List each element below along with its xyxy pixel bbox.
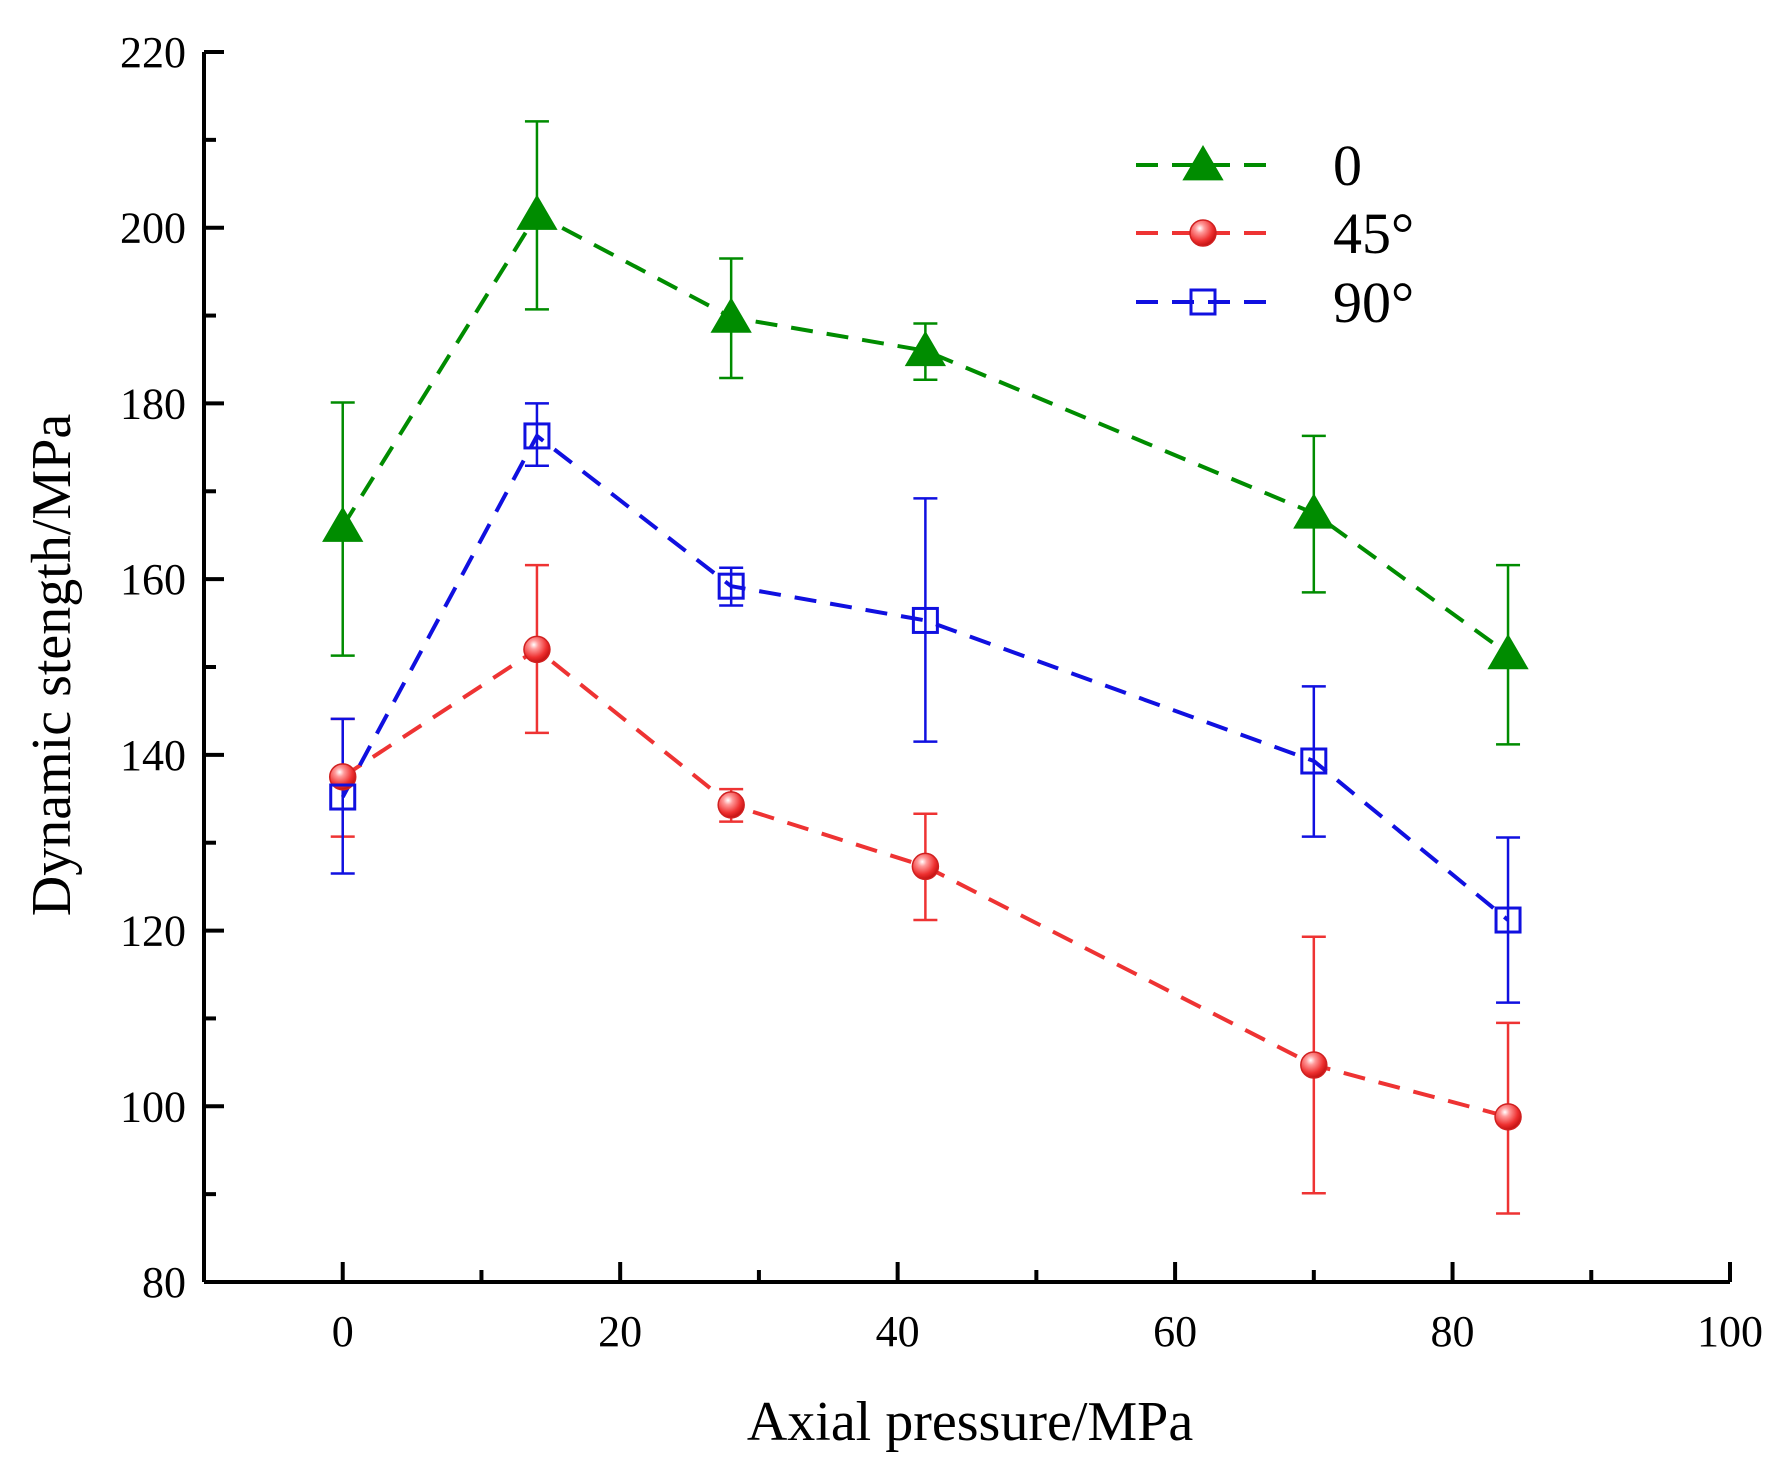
data-point [329,783,357,811]
data-point [1300,747,1328,775]
series-line [341,646,1509,1119]
y-tick-label: 80 [142,1258,186,1307]
y-tick-label: 160 [120,555,186,604]
series-line [340,432,1510,922]
data-point [1494,1103,1522,1131]
series-line [341,211,1510,656]
data-point [1487,633,1529,670]
data-point [1300,1051,1328,1079]
data-point [516,194,558,230]
markers [322,194,1529,1131]
legend-label: 45° [1333,201,1414,266]
data-point [717,791,745,819]
x-tick-label: 80 [1431,1307,1475,1356]
legend-marker [1189,219,1217,247]
y-tick-label: 220 [120,28,186,77]
legend: 045°90° [1136,133,1414,335]
y-tick-label: 140 [120,731,186,780]
data-point [911,606,939,634]
data-point [328,763,357,791]
data-point [904,330,947,367]
legend-marker [1189,288,1217,316]
legend-label: 0 [1333,133,1362,198]
y-ticks: 80 100 120 140 160 180 200 220 [120,28,224,1307]
x-tick-label: 20 [598,1307,642,1356]
x-tick-label: 60 [1153,1307,1197,1356]
y-tick-label: 180 [120,379,186,428]
data-point [523,635,551,664]
y-tick-label: 200 [120,204,186,253]
x-tick-label: 40 [876,1307,920,1356]
x-axis-title: Axial pressure/MPa [747,1391,1194,1453]
data-point [1494,906,1522,934]
y-tick-label: 100 [120,1082,186,1131]
y-tick-label: 120 [120,907,186,956]
data-point [322,506,364,542]
legend-marker [1182,145,1224,181]
series-lines [340,211,1510,1119]
y-axis-title: Dynamic stength/MPa [21,414,83,917]
x-tick-label: 100 [1697,1307,1763,1356]
data-point [523,422,551,450]
x-ticks: 0 20 40 60 80 100 [332,1262,1763,1356]
legend-label: 90° [1333,270,1414,335]
data-point [717,572,745,600]
data-point [710,297,752,333]
x-tick-label: 0 [332,1307,354,1356]
data-point [911,852,940,881]
data-point [1293,493,1335,529]
